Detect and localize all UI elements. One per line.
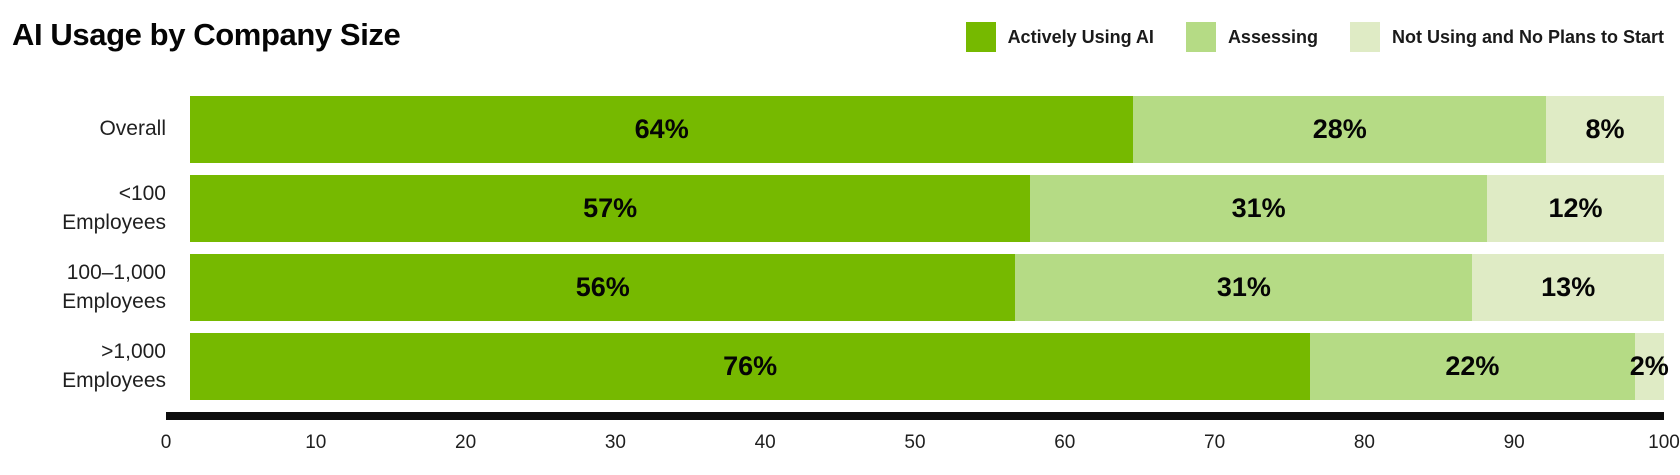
x-axis-tick: 90	[1503, 432, 1525, 454]
bar-segment-assessing: 31%	[1030, 175, 1488, 243]
row-label-line: <100	[118, 182, 166, 206]
x-axis-tick: 20	[455, 432, 477, 454]
bar-segment-assessing: 31%	[1015, 254, 1473, 322]
legend-item-assessing: Assessing	[1185, 22, 1318, 52]
bar-segment-actively-using: 56%	[190, 254, 1016, 322]
segment-value-label: 2%	[1629, 351, 1669, 382]
segment-value-label: 57%	[583, 193, 638, 224]
row-label-line: Employees	[62, 289, 166, 313]
x-axis-tick: 100	[1648, 432, 1680, 454]
row-label-line: 100–1,000	[66, 261, 166, 285]
segment-value-label: 76%	[723, 351, 778, 382]
x-axis-tick: 70	[1204, 432, 1226, 454]
legend-label: Assessing	[1227, 26, 1318, 47]
bar-segment-assessing: 22%	[1310, 333, 1635, 401]
row-label: 100–1,000 Employees	[0, 254, 190, 321]
segment-value-label: 31%	[1231, 193, 1286, 224]
bar-row-lt-100-employees: <100 Employees 57% 31% 12%	[0, 175, 1680, 243]
bar-segment-not-using: 2%	[1630, 333, 1669, 401]
x-axis-tick: 10	[305, 432, 327, 454]
stacked-bar: 56% 31% 13%	[190, 254, 1664, 322]
stacked-bar: 76% 22% 2%	[190, 333, 1669, 401]
row-label-line: Overall	[99, 117, 166, 141]
x-axis-tick: 50	[904, 432, 926, 454]
stacked-bar: 64% 28% 8%	[190, 96, 1664, 164]
bar-row-100-1000-employees: 100–1,000 Employees 56% 31% 13%	[0, 254, 1680, 322]
x-axis-tick: 60	[1054, 432, 1076, 454]
segment-value-label: 12%	[1548, 193, 1603, 224]
x-axis-line	[166, 412, 1664, 421]
chart-header: AI Usage by Company Size Actively Using …	[0, 0, 1680, 52]
row-label: <100 Employees	[0, 175, 190, 242]
segment-value-label: 31%	[1216, 272, 1271, 303]
row-label: >1,000 Employees	[0, 333, 190, 400]
legend-label: Not Using and No Plans to Start	[1391, 26, 1664, 47]
segment-value-label: 13%	[1541, 272, 1596, 303]
chart-title: AI Usage by Company Size	[12, 17, 401, 52]
bar-row-gt-1000-employees: >1,000 Employees 76% 22% 2%	[0, 333, 1680, 401]
stacked-bar-chart: Overall 64% 28% 8% <100 Employees 57% 31…	[0, 96, 1680, 458]
segment-value-label: 8%	[1585, 114, 1625, 145]
row-label-line: Employees	[62, 210, 166, 234]
x-axis-tick: 40	[754, 432, 776, 454]
legend-item-not-using: Not Using and No Plans to Start	[1349, 22, 1664, 52]
row-label-line: Employees	[62, 368, 166, 392]
x-axis-tick: 30	[604, 432, 626, 454]
x-axis-tick: 0	[160, 432, 172, 454]
legend-swatch-icon	[1349, 22, 1380, 52]
legend: Actively Using AI Assessing Not Using an…	[965, 22, 1664, 52]
bar-segment-actively-using: 76%	[190, 333, 1311, 401]
bar-segment-not-using: 13%	[1472, 254, 1664, 322]
segment-value-label: 28%	[1312, 114, 1367, 145]
legend-swatch-icon	[1185, 22, 1216, 52]
bar-row-overall: Overall 64% 28% 8%	[0, 96, 1680, 164]
bar-segment-actively-using: 64%	[190, 96, 1134, 164]
bar-segment-actively-using: 57%	[190, 175, 1031, 243]
row-label-line: >1,000	[101, 340, 166, 364]
bar-segment-not-using: 8%	[1546, 96, 1664, 164]
segment-value-label: 56%	[575, 272, 630, 303]
segment-value-label: 22%	[1445, 351, 1500, 382]
bar-segment-assessing: 28%	[1133, 96, 1547, 164]
legend-item-actively-using-ai: Actively Using AI	[965, 22, 1154, 52]
x-axis-ticks: 0 10 20 30 40 50 60 70 80 90 100	[161, 432, 1680, 458]
stacked-bar: 57% 31% 12%	[190, 175, 1664, 243]
legend-swatch-icon	[965, 22, 996, 52]
segment-value-label: 64%	[634, 114, 689, 145]
x-axis-tick: 80	[1353, 432, 1375, 454]
bar-segment-not-using: 12%	[1487, 175, 1664, 243]
row-label: Overall	[0, 96, 190, 163]
legend-label: Actively Using AI	[1007, 26, 1154, 47]
